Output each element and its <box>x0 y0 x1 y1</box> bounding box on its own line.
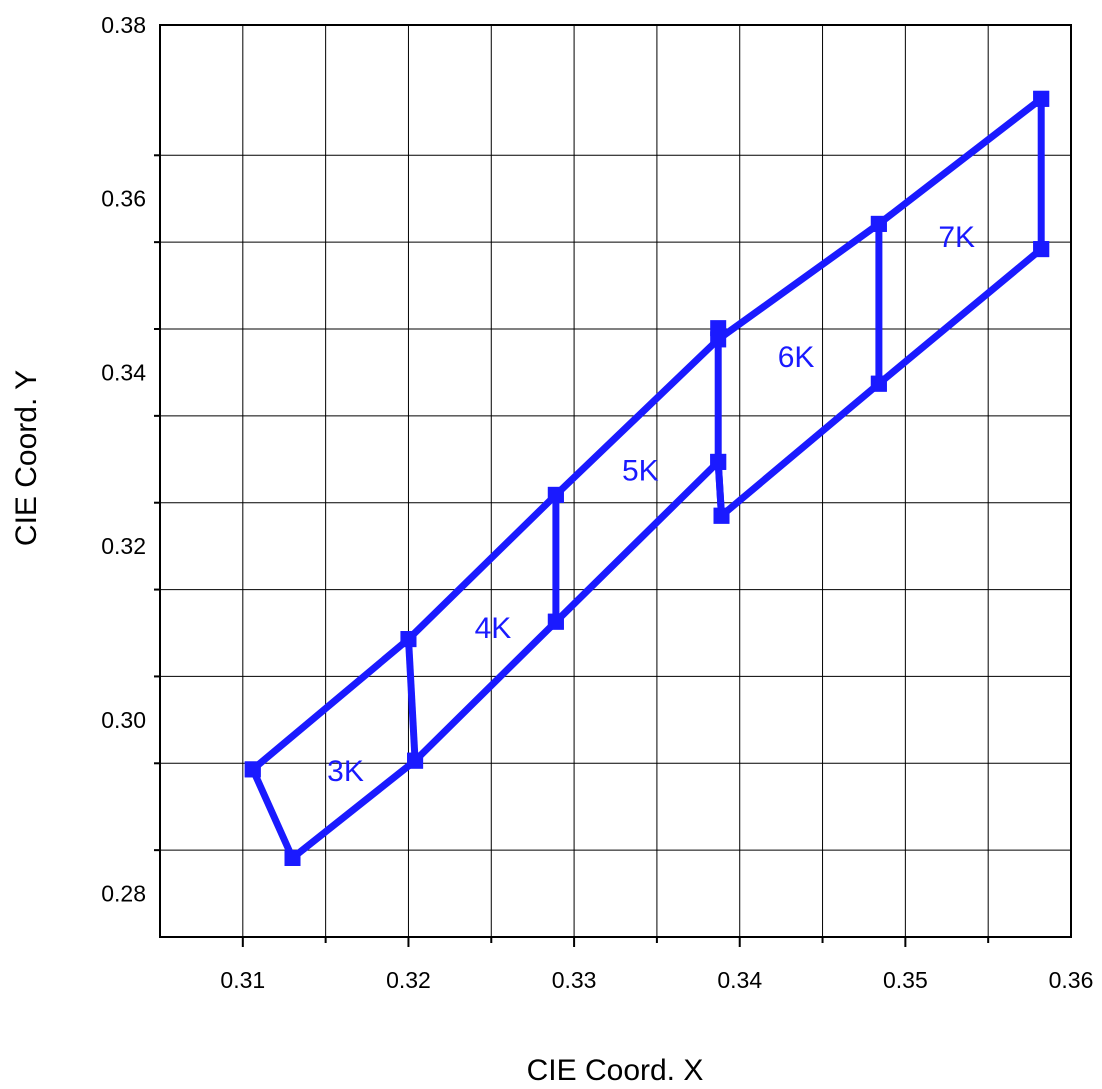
x-tick-label: 0.35 <box>883 967 928 993</box>
data-point <box>870 215 887 232</box>
series-line <box>249 767 296 860</box>
data-point <box>407 752 424 769</box>
x-tick-label: 0.31 <box>220 967 265 993</box>
y-tick-label: 0.28 <box>101 881 146 907</box>
cct-label: 4K <box>475 612 512 645</box>
x-tick-label: 0.36 <box>1049 967 1094 993</box>
y-tick-labels: 0.28 0.30 0.32 0.34 0.36 0.38 <box>101 12 146 907</box>
series-line <box>714 328 725 516</box>
data-point <box>710 320 727 337</box>
grid <box>160 25 1071 937</box>
y-tick-label: 0.38 <box>101 12 146 38</box>
data-point <box>713 507 730 524</box>
plot-frame <box>159 24 1072 938</box>
cct-label: 3K <box>327 755 364 788</box>
x-tick-label: 0.34 <box>717 967 762 993</box>
y-tick-label: 0.32 <box>101 533 146 559</box>
data-point <box>1033 90 1050 107</box>
x-tick-labels: 0.31 0.32 0.33 0.34 0.35 0.36 <box>220 967 1093 993</box>
cct-label: 6K <box>778 341 815 374</box>
cct-label: 5K <box>622 455 659 488</box>
data-point <box>547 613 564 630</box>
data-point <box>284 849 301 866</box>
data-point <box>870 375 887 392</box>
annotations: 3K 4K 5K 6K 7K <box>327 221 975 788</box>
series-line <box>290 246 1044 861</box>
series-line <box>250 96 1044 773</box>
x-axis-title: CIE Coord. X <box>527 1054 704 1087</box>
y-tick-label: 0.30 <box>101 707 146 733</box>
x-tick-label: 0.33 <box>552 967 597 993</box>
cct-label: 7K <box>938 221 975 254</box>
markers <box>244 90 1050 866</box>
x-tick-label: 0.32 <box>386 967 431 993</box>
data-point <box>400 631 417 648</box>
data-point <box>244 761 261 778</box>
data-point <box>710 453 727 470</box>
y-tick-label: 0.34 <box>101 359 146 385</box>
y-axis-title: CIE Coord. Y <box>10 370 43 546</box>
data-point <box>1033 241 1050 258</box>
series-line <box>405 638 419 761</box>
data-point <box>547 486 564 503</box>
y-tick-label: 0.36 <box>101 186 146 212</box>
